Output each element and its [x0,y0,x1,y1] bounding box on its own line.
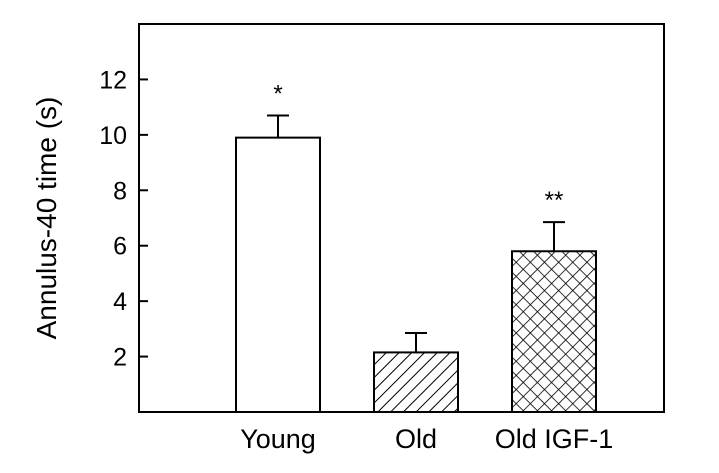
significance-marker: * [273,80,282,107]
bar-old-igf-1 [511,250,597,413]
y-tick-label: 4 [113,288,127,316]
x-category-label: Old IGF-1 [495,424,614,454]
y-tick-label: 6 [113,233,127,261]
y-axis-title: Annulus-40 time (s) [31,97,62,340]
significance-marker: ** [545,187,564,214]
y-tick-label: 8 [113,177,127,205]
x-category-label: Young [240,424,316,454]
y-tick-label: 12 [99,66,127,94]
bars-group: *** [235,80,597,413]
x-axis: Young Old Old IGF-1 [240,424,613,454]
bar-old [373,351,459,413]
y-axis: 2 4 6 8 10 12 [99,66,148,372]
x-category-label: Old [395,424,437,454]
bar-young [235,136,321,413]
y-tick-label: 2 [113,344,127,372]
y-tick-label: 10 [99,122,127,150]
